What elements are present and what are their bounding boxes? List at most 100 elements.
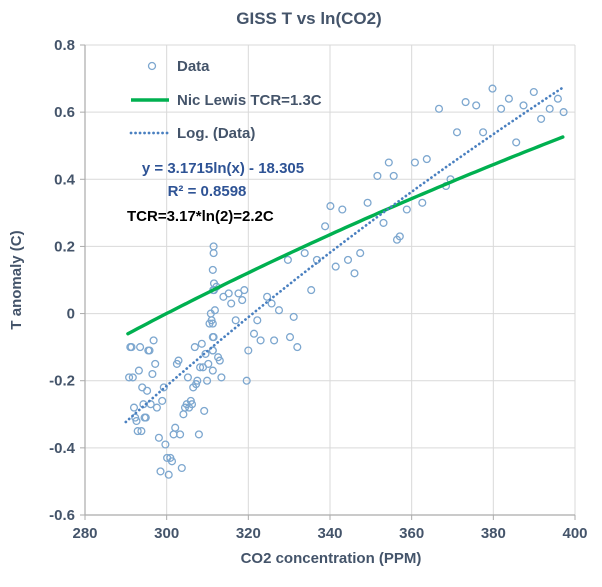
data-point <box>210 306 219 315</box>
data-point <box>128 373 137 382</box>
data-point <box>504 94 513 103</box>
data-point <box>274 306 284 315</box>
data-point <box>194 430 203 439</box>
data-point <box>161 440 170 449</box>
data-point <box>283 255 292 264</box>
data-point <box>215 356 224 365</box>
data-point <box>384 158 393 167</box>
data-point <box>187 400 197 409</box>
data-point <box>145 346 154 355</box>
legend-label: Data <box>177 58 210 75</box>
data-point <box>197 339 206 348</box>
data-point <box>201 349 210 358</box>
legend-marker-icon <box>147 61 157 71</box>
data-point <box>138 383 147 392</box>
data-point <box>164 470 173 479</box>
data-point <box>132 416 141 426</box>
data-point <box>434 104 444 113</box>
data-point <box>149 336 158 345</box>
data-point <box>200 406 209 415</box>
data-point <box>179 410 188 419</box>
r-squared-annotation: R² = 0.8598 <box>168 183 247 200</box>
data-point <box>479 128 488 137</box>
data-point <box>559 108 568 117</box>
data-point <box>133 427 142 436</box>
data-point <box>167 457 177 466</box>
x-tick-label: 380 <box>481 525 506 542</box>
scatter-points <box>125 84 568 479</box>
data-point <box>373 171 382 180</box>
data-point <box>267 299 276 308</box>
y-tick-label: 0.8 <box>54 37 75 54</box>
data-point <box>196 363 205 372</box>
data-point <box>208 366 217 375</box>
data-point <box>152 403 161 412</box>
data-point <box>488 84 497 93</box>
data-point <box>143 386 152 395</box>
legend-label: Nic Lewis TCR=1.3C <box>177 92 322 109</box>
data-point <box>171 423 180 432</box>
data-point <box>422 155 431 164</box>
data-point <box>244 346 253 355</box>
data-point <box>224 289 233 298</box>
data-point <box>217 373 226 382</box>
data-point <box>285 333 295 342</box>
data-point <box>253 316 262 325</box>
data-point <box>169 430 178 439</box>
data-point <box>174 356 183 365</box>
data-point <box>519 101 528 110</box>
data-point <box>242 376 251 385</box>
data-point <box>461 98 470 107</box>
data-point <box>209 333 218 342</box>
data-point <box>350 269 359 278</box>
data-point <box>208 346 217 355</box>
x-tick-label: 400 <box>562 525 587 542</box>
x-tick-label: 300 <box>154 525 179 542</box>
data-point <box>379 218 388 227</box>
data-point <box>209 242 218 251</box>
data-point <box>356 249 365 258</box>
nic-lewis-line <box>126 135 565 336</box>
data-point <box>289 312 298 321</box>
data-point <box>326 202 335 211</box>
x-tick-label: 360 <box>399 525 424 542</box>
data-point <box>159 383 168 392</box>
data-point <box>256 336 265 345</box>
data-point <box>410 158 419 167</box>
axes <box>80 44 576 520</box>
data-point <box>154 433 163 442</box>
data-point <box>231 316 240 325</box>
trend-lines <box>124 86 565 424</box>
log-fit-trendline <box>124 86 565 424</box>
data-point <box>227 299 236 308</box>
data-point <box>331 262 340 271</box>
data-point <box>125 373 134 382</box>
data-point <box>136 343 145 352</box>
data-point <box>148 369 157 379</box>
data-point <box>512 138 521 147</box>
data-point <box>177 463 186 473</box>
y-tick-label: 0 <box>67 306 75 323</box>
data-point <box>127 343 136 352</box>
data-point <box>234 289 243 298</box>
tcr-annotation: TCR=3.17*ln(2)=2.2C <box>127 208 274 225</box>
y-tick-label: 0.2 <box>54 238 75 255</box>
chart-title: GISS T vs ln(CO2) <box>236 9 381 28</box>
data-point <box>141 413 150 422</box>
data-point <box>208 265 217 274</box>
y-tick-label: 0.4 <box>54 171 76 188</box>
x-axis-title: CO2 concentration (PPM) <box>241 550 422 567</box>
data-point <box>402 205 411 214</box>
y-tick-label: -0.6 <box>49 507 75 524</box>
data-point <box>389 171 398 180</box>
data-point <box>203 376 212 385</box>
data-point <box>293 343 302 352</box>
data-point <box>321 222 330 231</box>
data-point <box>240 286 249 295</box>
x-tick-label: 280 <box>72 525 97 542</box>
data-point <box>545 104 554 113</box>
legend: Data Nic Lewis TCR=1.3C Log. (Data) <box>129 58 322 142</box>
data-point <box>249 329 259 338</box>
data-point <box>343 255 353 264</box>
